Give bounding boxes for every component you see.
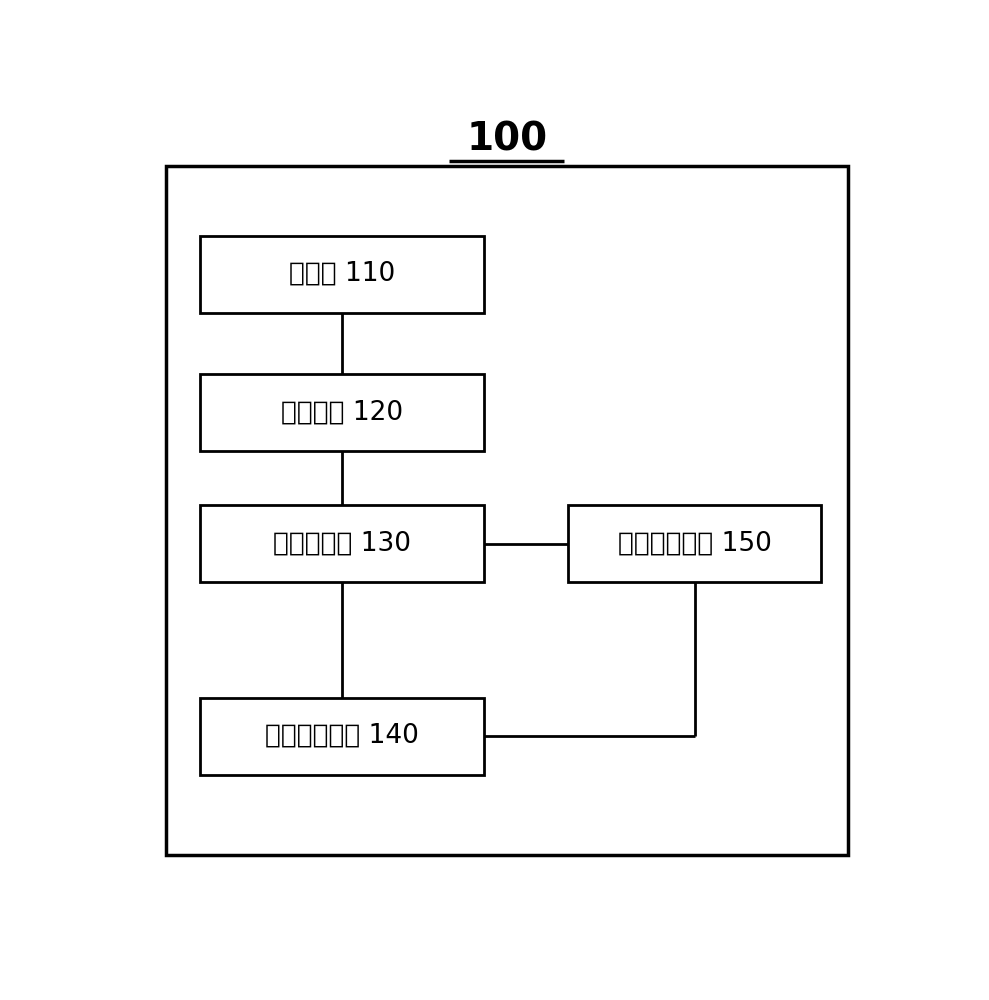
Text: 自举启动电路 140: 自举启动电路 140 [265, 723, 419, 749]
Text: 100: 100 [466, 120, 548, 158]
Text: 变压器 110: 变压器 110 [289, 261, 396, 287]
Bar [200, 374, 484, 451]
Bar [200, 235, 484, 312]
Bar [166, 166, 848, 855]
Text: 信号生成器 130: 信号生成器 130 [273, 530, 411, 556]
Bar [200, 505, 484, 582]
Bar [568, 505, 821, 582]
Text: 开关电路 120: 开关电路 120 [281, 400, 404, 426]
Text: 辅助供电电路 150: 辅助供电电路 150 [618, 530, 771, 556]
Bar [200, 698, 484, 774]
